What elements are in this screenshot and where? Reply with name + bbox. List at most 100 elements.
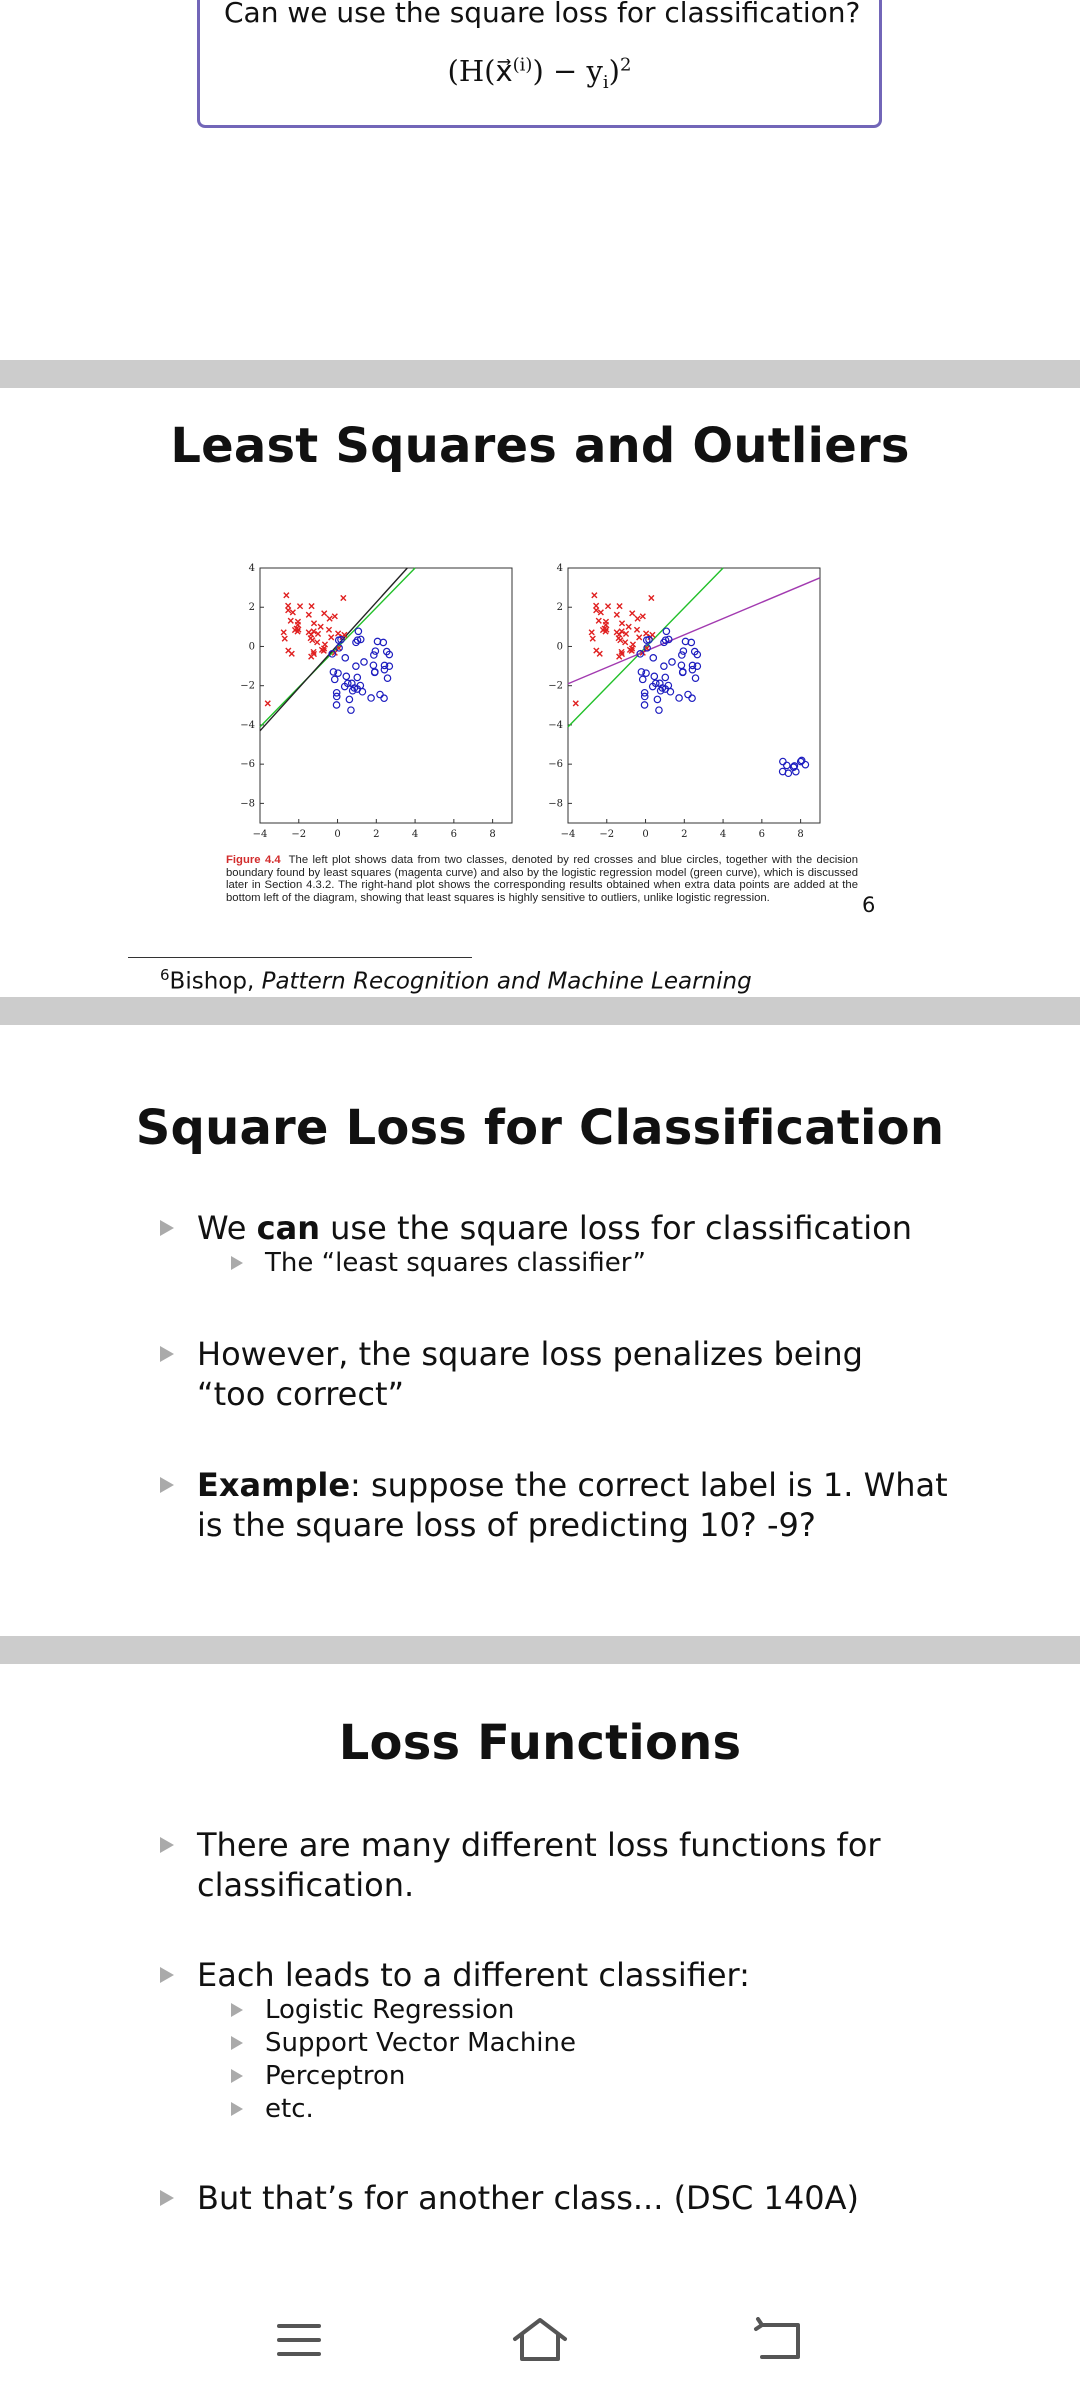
- blue-circle-point: [347, 679, 356, 688]
- red-cross-point: [618, 648, 625, 656]
- bullet-triangle-icon: [160, 2190, 174, 2206]
- blue-circle-point: [782, 761, 791, 770]
- red-cross-point: [617, 637, 624, 644]
- y-tick-label: 0: [557, 641, 563, 652]
- slide-title: Least Squares and Outliers: [170, 418, 910, 474]
- red-cross-point: [309, 637, 316, 644]
- red-cross-point: [310, 648, 317, 656]
- red-cross-point: [283, 592, 290, 599]
- bullet-item: Each leads to a different classifier:: [160, 1955, 960, 1995]
- blue-circle-point: [371, 668, 379, 676]
- bullet-text: But that’s for another class... (DSC 140…: [197, 2179, 859, 2217]
- x-tick-label: 0: [334, 829, 340, 840]
- red-cross-point: [288, 650, 295, 657]
- figure-caption: Figure 4.4 The left plot shows data from …: [226, 854, 858, 904]
- red-cross-point: [328, 634, 335, 641]
- x-tick-label: 2: [681, 829, 687, 840]
- red-cross-point: [629, 610, 636, 617]
- text-bold: can: [256, 1209, 320, 1247]
- red-cross-point: [634, 615, 641, 622]
- blue-circle-point: [382, 647, 391, 656]
- blue-circle-point: [335, 644, 343, 652]
- red-cross-point: [604, 603, 612, 610]
- blue-circle-point: [643, 644, 651, 652]
- x-tick-label: 4: [412, 829, 418, 840]
- question-callout: Can we use the square loss for classific…: [197, 0, 882, 128]
- red-cross-point: [296, 603, 304, 610]
- blue-circle-point: [655, 679, 664, 688]
- x-tick-label: 6: [759, 829, 765, 840]
- menu-icon: [277, 2324, 321, 2356]
- red-cross-point: [264, 700, 271, 707]
- sub-bullet-item: Support Vector Machine: [231, 2027, 951, 2060]
- slide-title: Loss Functions: [338, 1715, 742, 1771]
- blue-circle-point: [679, 668, 687, 676]
- sub-bullet-text: The “least squares classifier”: [265, 1248, 647, 1278]
- blue-circle-point: [353, 673, 362, 682]
- back-button[interactable]: [740, 2300, 820, 2380]
- footnote-rule: [128, 957, 472, 958]
- y-tick-label: 0: [249, 641, 255, 652]
- red-cross-point: [591, 592, 598, 599]
- blue-circle-point: [637, 668, 646, 676]
- formula-part: ): [608, 54, 620, 88]
- y-tick-label: −6: [548, 759, 563, 770]
- red-cross-point: [289, 609, 296, 616]
- x-tick-label: −4: [561, 829, 576, 840]
- callout-question: Can we use the square loss for classific…: [224, 0, 861, 29]
- blue-circle-point: [380, 661, 389, 670]
- x-tick-label: −4: [253, 829, 268, 840]
- blue-circle-point: [668, 658, 676, 666]
- blue-circle-point: [691, 674, 700, 682]
- formula-power: 2: [619, 54, 632, 76]
- red-cross-point: [639, 613, 646, 620]
- y-tick-label: −4: [240, 720, 255, 731]
- red-cross-point: [572, 700, 579, 707]
- blue-circle-point: [778, 767, 787, 776]
- blue-circle-point: [345, 695, 354, 704]
- figure-label: Figure 4.4: [226, 854, 281, 866]
- blue-circle-point: [687, 638, 696, 647]
- bullet-text: However, the square loss penalizes being…: [197, 1335, 863, 1413]
- blue-circle-point: [332, 692, 341, 701]
- sub-bullet-item: Perceptron: [231, 2060, 951, 2093]
- bullet-text: Example: suppose the correct label is 1.…: [197, 1465, 950, 1545]
- y-tick-label: −8: [548, 798, 563, 809]
- blue-circle-point: [332, 701, 341, 709]
- blue-circle-point: [792, 767, 800, 776]
- red-cross-point: [589, 635, 596, 642]
- blue-circle-point: [352, 662, 360, 670]
- red-cross-point: [294, 618, 302, 625]
- bullet-triangle-icon: [160, 1967, 174, 1983]
- blue-circle-point: [330, 675, 339, 684]
- red-cross-point: [629, 641, 637, 648]
- bullet-triangle-icon: [231, 2069, 243, 2083]
- blue-circle-point: [638, 675, 647, 684]
- bullet-text: There are many different loss functions …: [197, 1826, 881, 1904]
- text-bold: Example: [197, 1466, 351, 1504]
- slide-number: 6: [862, 893, 876, 917]
- y-tick-label: −2: [548, 681, 563, 692]
- bullet-triangle-icon: [160, 1220, 174, 1236]
- text-part: use the square loss for classification: [319, 1209, 912, 1247]
- y-tick-label: −8: [240, 798, 255, 809]
- red-cross-point: [280, 629, 287, 636]
- blue-circle-point: [367, 694, 375, 702]
- bullet-item: However, the square loss penalizes being…: [160, 1334, 930, 1414]
- blue-circle-point: [380, 665, 389, 674]
- red-cross-point: [318, 646, 326, 653]
- home-button[interactable]: [500, 2300, 580, 2380]
- red-cross-point: [648, 594, 655, 602]
- blue-circle-point: [675, 694, 683, 702]
- blue-circle-point: [678, 651, 686, 659]
- bullet-triangle-icon: [231, 2102, 243, 2116]
- footnote-book-title: Pattern Recognition and Machine Learning: [261, 968, 752, 995]
- blue-circle-point: [801, 760, 810, 769]
- x-tick-label: −2: [599, 829, 614, 840]
- blue-circle-point: [379, 638, 388, 647]
- blue-circle-point: [660, 638, 668, 647]
- blue-circle-point: [650, 672, 659, 681]
- menu-button[interactable]: [260, 2300, 340, 2380]
- blue-circle-point: [385, 662, 394, 670]
